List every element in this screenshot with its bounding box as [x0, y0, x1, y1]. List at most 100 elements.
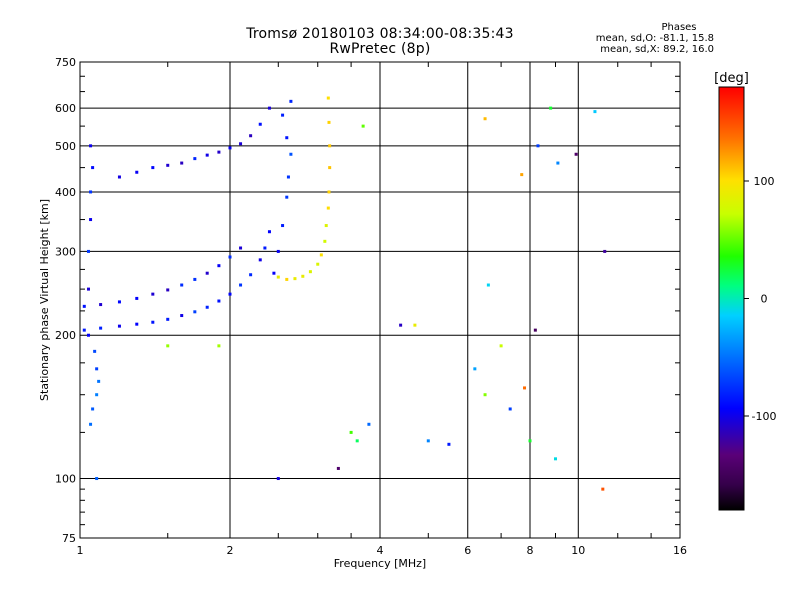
- data-point: [217, 299, 221, 303]
- data-point: [324, 224, 328, 228]
- data-point: [553, 457, 557, 461]
- grid-lines: [80, 62, 680, 538]
- data-point: [281, 224, 285, 228]
- data-point: [135, 296, 139, 300]
- x-axis-label: Frequency [MHz]: [334, 557, 426, 570]
- y-axis-label: Stationary phase Virtual Height [km]: [38, 199, 51, 401]
- data-point: [95, 477, 99, 481]
- data-point: [117, 300, 121, 304]
- data-point: [267, 230, 271, 234]
- x-tick-label: 8: [527, 544, 534, 557]
- x-tick-label: 16: [673, 544, 687, 557]
- phase-stats-o: mean, sd,O: -81.1, 15.8: [595, 33, 714, 44]
- data-point: [574, 152, 578, 156]
- data-point: [239, 283, 243, 287]
- data-point: [426, 439, 430, 443]
- data-point: [97, 379, 101, 383]
- plot-frame: [79, 61, 681, 539]
- data-point: [556, 161, 560, 165]
- y-tick-label: 400: [55, 186, 76, 199]
- data-point: [276, 275, 280, 279]
- data-point: [536, 144, 540, 148]
- data-point: [217, 264, 221, 268]
- data-point: [316, 262, 320, 266]
- axes: 1 2 4 6 8 10 16 75 100 200 300 400 500 600 750 Frequenc…: [38, 56, 687, 570]
- data-point: [289, 99, 293, 103]
- data-point: [166, 344, 170, 348]
- data-point: [180, 161, 184, 165]
- data-point: [228, 146, 232, 150]
- data-point: [533, 328, 537, 332]
- data-point: [263, 246, 267, 250]
- data-point: [447, 442, 451, 446]
- data-point: [151, 292, 155, 296]
- data-point: [285, 277, 289, 281]
- data-point: [276, 477, 280, 481]
- colorbar-tick-label: 0: [761, 293, 768, 306]
- data-point: [281, 113, 285, 117]
- data-point: [117, 324, 121, 328]
- data-point: [593, 110, 597, 114]
- data-point: [328, 166, 332, 170]
- y-tick-label: 100: [55, 473, 76, 486]
- data-point: [413, 323, 417, 327]
- phase-stats-title: Phases: [661, 22, 697, 33]
- x-tick-label: 2: [227, 544, 234, 557]
- data-point: [249, 273, 253, 277]
- chart-title: Tromsø 20180103 08:34:00-08:35:43: [246, 26, 514, 42]
- data-point: [249, 134, 253, 138]
- data-point: [399, 323, 403, 327]
- data-point: [117, 175, 121, 179]
- y-tick-label: 300: [55, 245, 76, 258]
- data-point: [486, 283, 490, 287]
- data-point: [135, 322, 139, 326]
- colorbar: [deg] 100 0 -100: [714, 71, 776, 511]
- phase-stats-x: mean, sd,X: 89.2, 16.0: [600, 44, 714, 55]
- data-point: [308, 270, 312, 274]
- data-point: [272, 271, 276, 275]
- x-tick-label: 1: [77, 544, 84, 557]
- data-point: [166, 163, 170, 167]
- data-point: [166, 288, 170, 292]
- data-point: [193, 277, 197, 281]
- data-point: [89, 144, 93, 148]
- data-point: [151, 320, 155, 324]
- y-tick-label: 75: [62, 532, 76, 545]
- data-point: [258, 258, 262, 262]
- data-point: [336, 466, 340, 470]
- data-point: [293, 277, 297, 281]
- data-point: [89, 218, 93, 222]
- x-tick-label: 6: [464, 544, 471, 557]
- data-point: [180, 314, 184, 318]
- data-point: [301, 274, 305, 278]
- y-tick-label: 600: [55, 102, 76, 115]
- data-point: [327, 120, 331, 124]
- data-point: [95, 367, 99, 371]
- data-point: [361, 124, 365, 128]
- data-point: [267, 106, 271, 110]
- data-point: [483, 117, 487, 121]
- data-point: [91, 407, 95, 411]
- data-point: [82, 304, 86, 308]
- data-point: [355, 439, 359, 443]
- colorbar-gradient: [718, 86, 745, 511]
- data-point: [91, 166, 95, 170]
- data-point: [258, 122, 262, 126]
- data-point: [86, 333, 90, 337]
- data-point: [99, 326, 103, 330]
- data-point: [276, 249, 280, 253]
- data-point: [601, 487, 605, 491]
- data-point: [217, 344, 221, 348]
- data-point: [285, 195, 289, 199]
- data-point: [239, 142, 243, 146]
- data-point: [508, 407, 512, 411]
- data-point: [323, 239, 327, 243]
- colorbar-tick-label: 100: [754, 175, 775, 188]
- data-point: [328, 144, 332, 148]
- data-point: [349, 430, 353, 434]
- y-tick-label: 200: [55, 329, 76, 342]
- y-tick-label: 500: [55, 140, 76, 153]
- data-point: [205, 271, 209, 275]
- data-point: [205, 153, 209, 157]
